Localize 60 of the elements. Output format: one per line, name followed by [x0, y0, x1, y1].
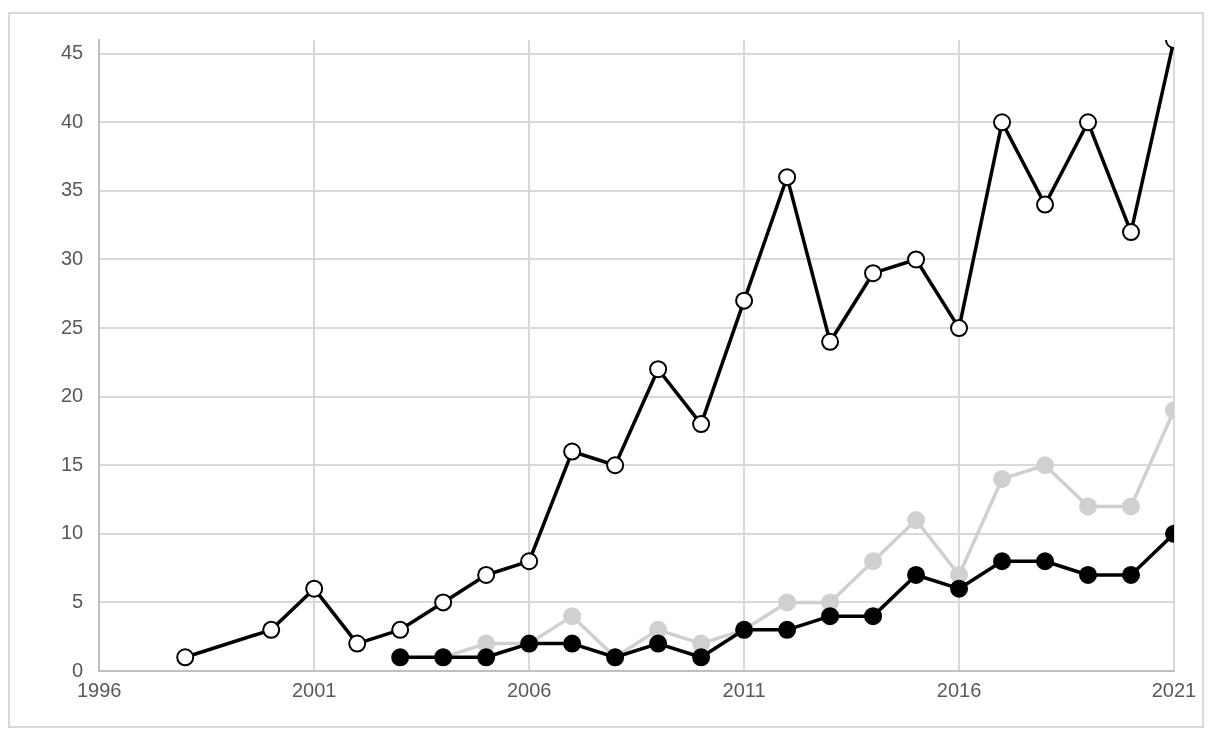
y-tick-label: 40 [61, 109, 84, 132]
point [563, 442, 582, 461]
point [434, 593, 453, 612]
point [907, 565, 926, 584]
point [563, 607, 582, 626]
y-tick-label: 25 [61, 315, 84, 338]
point [477, 565, 496, 584]
point [821, 332, 840, 351]
point [1036, 195, 1055, 214]
point [606, 456, 625, 475]
point [391, 620, 410, 639]
point [993, 113, 1012, 132]
point [1079, 565, 1098, 584]
point [864, 607, 883, 626]
point [778, 593, 797, 612]
point [993, 469, 1012, 488]
point [1122, 497, 1141, 516]
y-tick-label: 45 [61, 41, 84, 64]
point [821, 607, 840, 626]
x-tick-label: 2021 [1151, 678, 1197, 701]
y-tick-label: 0 [72, 658, 84, 681]
point [305, 579, 324, 598]
point [262, 620, 281, 639]
point [778, 168, 797, 187]
point [993, 552, 1012, 571]
point [176, 648, 195, 667]
point [864, 552, 883, 571]
point [864, 264, 883, 283]
point [1122, 565, 1141, 584]
x-tick-label: 2001 [291, 678, 337, 701]
point [563, 634, 582, 653]
x-tick-label: 2011 [722, 678, 766, 701]
y-tick-label: 15 [61, 452, 84, 475]
x-tick-label: 2006 [506, 678, 552, 701]
point [735, 291, 754, 310]
point [950, 579, 969, 598]
point [1122, 223, 1141, 242]
point [1036, 456, 1055, 475]
point [778, 620, 797, 639]
point [907, 250, 926, 269]
x-tick-label: 1996 [77, 678, 122, 701]
point [1079, 497, 1098, 516]
y-tick-label: 30 [61, 246, 84, 269]
point [907, 511, 926, 530]
point [649, 634, 668, 653]
point [1036, 552, 1055, 571]
y-tick-label: 35 [61, 178, 84, 201]
point [692, 415, 711, 434]
point [1079, 113, 1098, 132]
point [391, 648, 410, 667]
y-tick-label: 10 [61, 521, 84, 544]
x-tick-label: 2016 [936, 678, 982, 701]
point [348, 634, 367, 653]
point [649, 360, 668, 379]
y-tick-label: 5 [72, 589, 84, 612]
point [950, 319, 969, 338]
point [477, 648, 496, 667]
point [692, 648, 711, 667]
point [520, 552, 539, 571]
y-tick-label: 20 [61, 384, 84, 407]
